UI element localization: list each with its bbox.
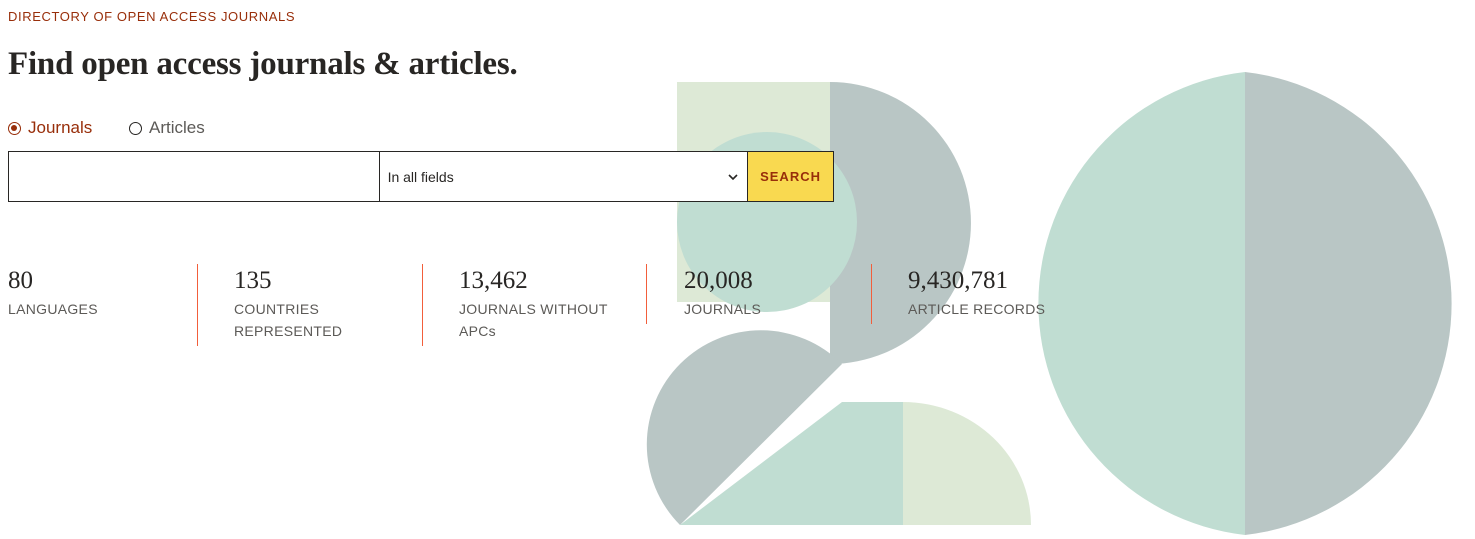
site-eyebrow: DIRECTORY OF OPEN ACCESS JOURNALS <box>8 9 296 24</box>
radio-unselected-icon <box>129 121 142 135</box>
stat-divider <box>871 264 872 324</box>
stat-divider <box>646 264 647 324</box>
articles-radio-label: Articles <box>149 118 205 137</box>
search-input[interactable] <box>8 151 379 202</box>
stat-label: ARTICLE RECORDS <box>908 301 1046 317</box>
search-field-select[interactable]: In all fields <box>378 151 749 202</box>
stat-value: 80 <box>8 267 33 294</box>
stat-divider <box>422 264 423 346</box>
chevron-down-icon <box>727 171 739 183</box>
gray-half-circle-shape <box>830 82 971 364</box>
stat-value: 20,008 <box>684 267 753 294</box>
stat-label: JOURNALS <box>684 301 762 317</box>
stat-divider <box>197 264 198 346</box>
radio-selected-icon <box>8 121 21 135</box>
search-button[interactable]: SEARCH <box>748 151 834 202</box>
stat-value: 135 <box>234 267 272 294</box>
gray-right-half-shape <box>1245 72 1452 535</box>
stat-journals-without-apcs: 13,462 JOURNALS WITHOUT APCs <box>459 264 629 342</box>
mint-left-half-shape <box>1038 72 1245 535</box>
stat-value: 9,430,781 <box>908 267 1008 294</box>
mint-trapezoid-shape <box>680 402 903 525</box>
articles-radio[interactable]: Articles <box>129 118 205 138</box>
journals-radio-label: Journals <box>28 118 93 137</box>
stat-label: LANGUAGES <box>8 301 98 317</box>
stat-label: COUNTRIES REPRESENTED <box>234 301 343 339</box>
pale-quarter-shape <box>903 402 1031 525</box>
search-field-select-value: In all fields <box>387 168 454 185</box>
stat-journals: 20,008 JOURNALS <box>684 264 884 320</box>
search-bar: In all fields SEARCH <box>8 151 834 202</box>
stat-countries: 135 COUNTRIES REPRESENTED <box>234 264 374 342</box>
page-title: Find open access journals & articles. <box>8 46 518 82</box>
stat-languages: 80 LANGUAGES <box>8 264 208 320</box>
journals-radio[interactable]: Journals <box>8 118 92 138</box>
stat-value: 13,462 <box>459 267 528 294</box>
stat-article-records: 9,430,781 ARTICLE RECORDS <box>908 264 1068 320</box>
stat-label: JOURNALS WITHOUT APCs <box>459 301 608 339</box>
gray-diagonal-shape <box>646 330 842 525</box>
